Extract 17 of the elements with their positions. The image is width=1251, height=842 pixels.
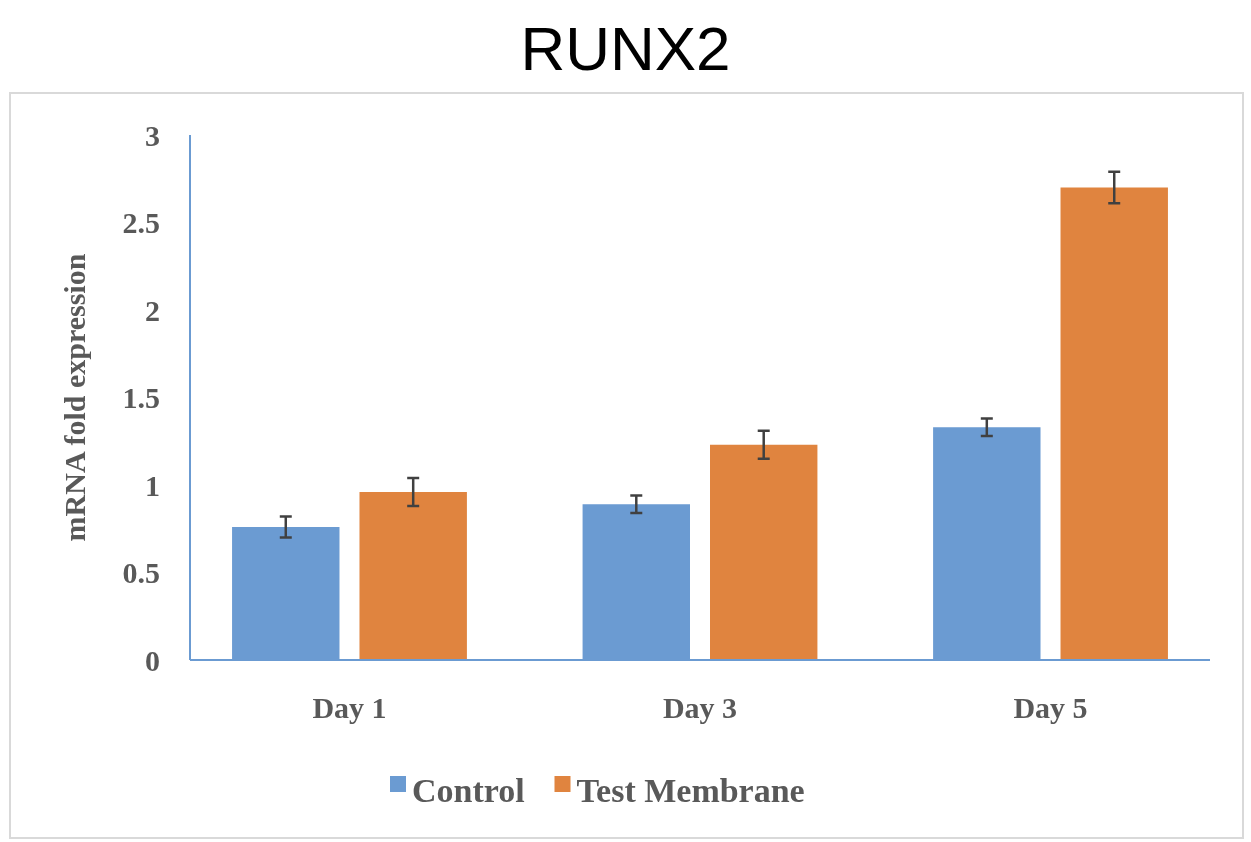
- y-axis-title: mRNA fold expression: [58, 253, 91, 542]
- legend-label: Control: [412, 771, 525, 809]
- y-tick-label: 0: [145, 643, 160, 677]
- y-tick-label: 2: [145, 293, 160, 327]
- bar: [710, 444, 818, 660]
- y-tick-label: 1.5: [122, 381, 160, 414]
- y-tick-label: 2.5: [122, 206, 160, 239]
- legend-label: Test Membrane: [576, 771, 805, 809]
- x-tick-label: Day 1: [312, 691, 387, 724]
- bar: [1060, 187, 1168, 660]
- chart-title: RUNX2: [520, 14, 731, 83]
- y-tick-label: 0.5: [122, 556, 160, 589]
- x-tick-label: Day 3: [662, 691, 738, 724]
- y-tick-label: 1: [145, 468, 160, 502]
- x-tick-label: Day 5: [1013, 691, 1088, 724]
- bar: [359, 492, 467, 660]
- y-tick-label: 3: [145, 118, 160, 152]
